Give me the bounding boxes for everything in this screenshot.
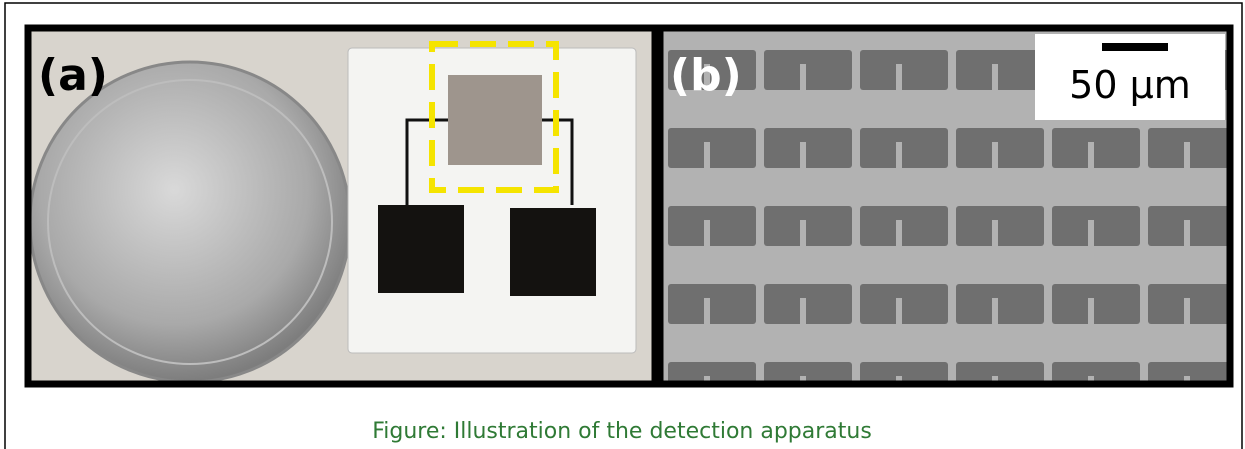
panel-label: (a) (38, 50, 108, 101)
panel-label: (b) (670, 50, 742, 101)
panel-b: 50 µm (b) (660, 28, 1230, 384)
scale-bar (1102, 43, 1168, 51)
scale-label: 50 µm (1069, 63, 1191, 107)
caption: Figure: Illustration of the detection ap… (372, 419, 872, 444)
page: (a) 50 µm (b) Figure: Illustration of th… (0, 0, 1245, 449)
sensor (448, 75, 542, 165)
coin (30, 62, 350, 382)
figure: (a) 50 µm (b) Figure: Illustration of th… (0, 0, 1245, 449)
panel-a: (a) (28, 28, 655, 384)
